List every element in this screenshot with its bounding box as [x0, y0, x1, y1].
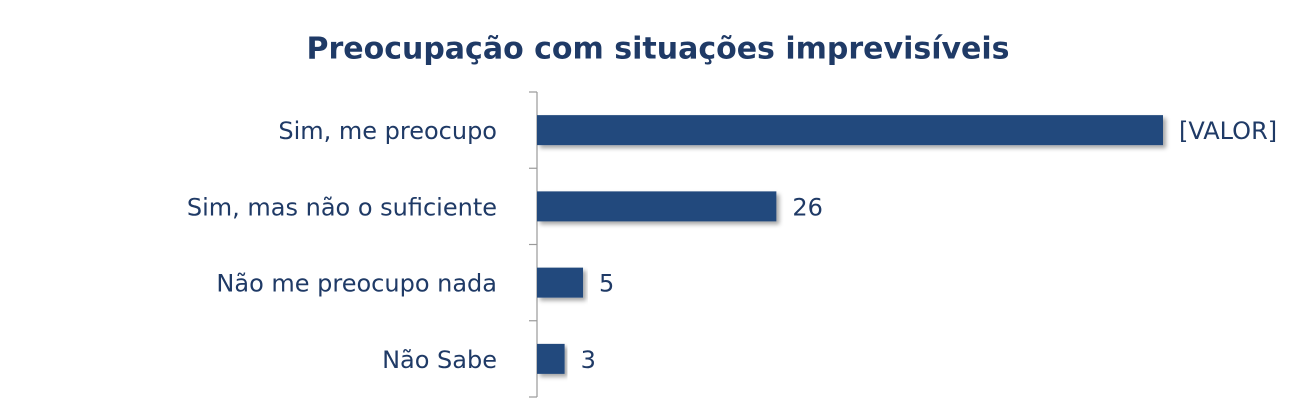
value-label: [VALOR]: [1179, 117, 1277, 145]
value-label: 3: [581, 346, 596, 374]
bar: [537, 115, 1163, 146]
value-label: 5: [599, 270, 614, 298]
chart-title: Preocupação com situações imprevisíveis: [306, 32, 1009, 67]
bar: [537, 191, 777, 222]
value-label: 26: [792, 193, 823, 221]
bar: [537, 267, 584, 298]
category-label: Sim, me preocupo: [278, 117, 497, 145]
category-label: Sim, mas não o suficiente: [187, 193, 497, 221]
bar: [537, 343, 565, 374]
category-label: Não me preocupo nada: [216, 270, 497, 298]
category-label: Não Sabe: [382, 346, 497, 374]
